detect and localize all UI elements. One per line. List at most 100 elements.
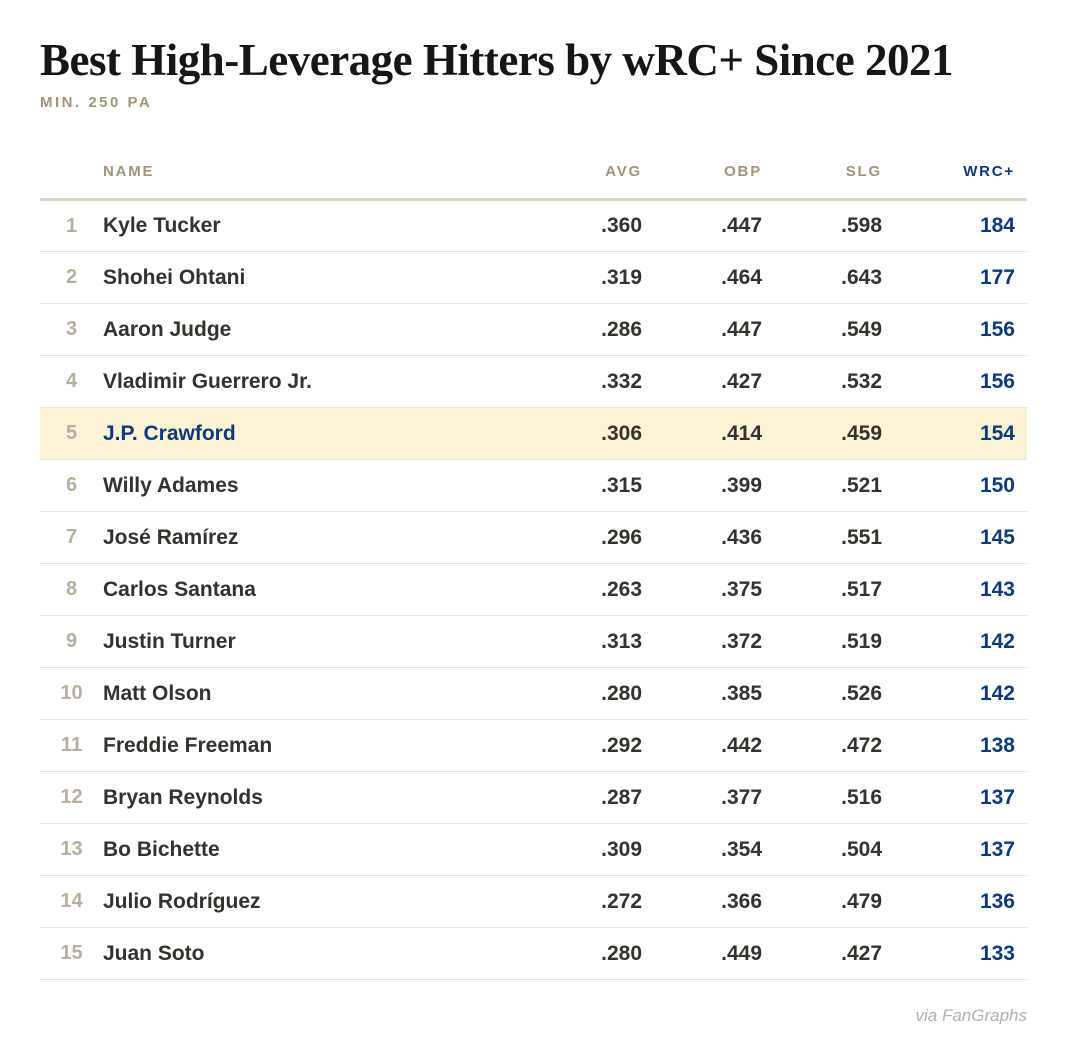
rank-cell: 15 bbox=[40, 927, 103, 981]
avg-cell: .280 bbox=[522, 667, 642, 721]
obp-cell: .385 bbox=[642, 667, 762, 721]
rank-cell: 1 bbox=[40, 199, 103, 253]
slg-cell: .643 bbox=[762, 251, 882, 305]
table-row: 8 Carlos Santana .263 .375 .517 143 bbox=[40, 563, 1027, 617]
player-name-cell: Willy Adames bbox=[103, 459, 522, 513]
slg-cell: .526 bbox=[762, 667, 882, 721]
wrc-cell: 156 bbox=[882, 355, 1027, 409]
player-name-cell: Matt Olson bbox=[103, 667, 522, 721]
slg-cell: .479 bbox=[762, 875, 882, 929]
table-row: 10 Matt Olson .280 .385 .526 142 bbox=[40, 667, 1027, 721]
wrc-cell: 150 bbox=[882, 459, 1027, 513]
rank-cell: 8 bbox=[40, 563, 103, 617]
player-name-cell: Juan Soto bbox=[103, 927, 522, 981]
stats-table: NAME AVG OBP SLG WRC+ 1 Kyle Tucker .360… bbox=[40, 144, 1027, 981]
column-header-slg: SLG bbox=[762, 144, 882, 202]
player-name-cell: Julio Rodríguez bbox=[103, 875, 522, 929]
obp-cell: .427 bbox=[642, 355, 762, 409]
rank-cell: 7 bbox=[40, 511, 103, 565]
avg-cell: .313 bbox=[522, 615, 642, 669]
table-row: 7 José Ramírez .296 .436 .551 145 bbox=[40, 511, 1027, 565]
slg-cell: .459 bbox=[762, 407, 882, 461]
player-name-cell: Freddie Freeman bbox=[103, 719, 522, 773]
slg-cell: .521 bbox=[762, 459, 882, 513]
rank-cell: 3 bbox=[40, 303, 103, 357]
slg-cell: .551 bbox=[762, 511, 882, 565]
obp-cell: .399 bbox=[642, 459, 762, 513]
avg-cell: .263 bbox=[522, 563, 642, 617]
avg-cell: .306 bbox=[522, 407, 642, 461]
slg-cell: .472 bbox=[762, 719, 882, 773]
content-container: Best High-Leverage Hitters by wRC+ Since… bbox=[40, 35, 1028, 1026]
wrc-cell: 184 bbox=[882, 199, 1027, 253]
wrc-cell: 177 bbox=[882, 251, 1027, 305]
avg-cell: .286 bbox=[522, 303, 642, 357]
rank-cell: 6 bbox=[40, 459, 103, 513]
rank-cell: 2 bbox=[40, 251, 103, 305]
slg-cell: .598 bbox=[762, 199, 882, 253]
rank-cell: 14 bbox=[40, 875, 103, 929]
avg-cell: .272 bbox=[522, 875, 642, 929]
player-name-cell: José Ramírez bbox=[103, 511, 522, 565]
rank-cell: 9 bbox=[40, 615, 103, 669]
table-row: 1 Kyle Tucker .360 .447 .598 184 bbox=[40, 199, 1027, 253]
wrc-cell: 143 bbox=[882, 563, 1027, 617]
table-body: 1 Kyle Tucker .360 .447 .598 184 2 Shohe… bbox=[40, 199, 1027, 981]
slg-cell: .549 bbox=[762, 303, 882, 357]
source-attribution: via FanGraphs bbox=[915, 1006, 1028, 1026]
slg-cell: .519 bbox=[762, 615, 882, 669]
table-row: 9 Justin Turner .313 .372 .519 142 bbox=[40, 615, 1027, 669]
player-name-cell: Aaron Judge bbox=[103, 303, 522, 357]
rank-cell: 4 bbox=[40, 355, 103, 409]
avg-cell: .287 bbox=[522, 771, 642, 825]
player-name-cell: Bo Bichette bbox=[103, 823, 522, 877]
column-header-wrc: WRC+ bbox=[882, 144, 1027, 202]
slg-cell: .532 bbox=[762, 355, 882, 409]
column-header-name: NAME bbox=[103, 144, 522, 202]
table-header-row: NAME AVG OBP SLG WRC+ bbox=[40, 144, 1027, 202]
wrc-cell: 137 bbox=[882, 771, 1027, 825]
obp-cell: .354 bbox=[642, 823, 762, 877]
slg-cell: .517 bbox=[762, 563, 882, 617]
wrc-cell: 133 bbox=[882, 927, 1027, 981]
table-row: 2 Shohei Ohtani .319 .464 .643 177 bbox=[40, 251, 1027, 305]
wrc-cell: 138 bbox=[882, 719, 1027, 773]
obp-cell: .447 bbox=[642, 199, 762, 253]
obp-cell: .372 bbox=[642, 615, 762, 669]
column-header-obp: OBP bbox=[642, 144, 762, 202]
rank-cell: 10 bbox=[40, 667, 103, 721]
rank-cell: 13 bbox=[40, 823, 103, 877]
obp-cell: .436 bbox=[642, 511, 762, 565]
table-row: 3 Aaron Judge .286 .447 .549 156 bbox=[40, 303, 1027, 357]
obp-cell: .377 bbox=[642, 771, 762, 825]
obp-cell: .449 bbox=[642, 927, 762, 981]
table-header: NAME AVG OBP SLG WRC+ bbox=[40, 144, 1027, 202]
rank-cell: 5 bbox=[40, 407, 103, 461]
slg-cell: .427 bbox=[762, 927, 882, 981]
avg-cell: .309 bbox=[522, 823, 642, 877]
player-name-cell: Carlos Santana bbox=[103, 563, 522, 617]
page-subtitle: MIN. 250 PA bbox=[40, 93, 153, 111]
avg-cell: .332 bbox=[522, 355, 642, 409]
page-title: Best High-Leverage Hitters by wRC+ Since… bbox=[40, 35, 954, 85]
column-header-avg: AVG bbox=[522, 144, 642, 202]
table-row: 11 Freddie Freeman .292 .442 .472 138 bbox=[40, 719, 1027, 773]
wrc-cell: 142 bbox=[882, 615, 1027, 669]
table-row-highlighted: 5 J.P. Crawford .306 .414 .459 154 bbox=[40, 407, 1027, 461]
player-name-cell: Vladimir Guerrero Jr. bbox=[103, 355, 522, 409]
obp-cell: .464 bbox=[642, 251, 762, 305]
column-header-rank bbox=[40, 144, 103, 202]
avg-cell: .319 bbox=[522, 251, 642, 305]
table-row: 4 Vladimir Guerrero Jr. .332 .427 .532 1… bbox=[40, 355, 1027, 409]
avg-cell: .360 bbox=[522, 199, 642, 253]
avg-cell: .280 bbox=[522, 927, 642, 981]
wrc-cell: 145 bbox=[882, 511, 1027, 565]
table-row: 15 Juan Soto .280 .449 .427 133 bbox=[40, 927, 1027, 981]
player-name-cell: Shohei Ohtani bbox=[103, 251, 522, 305]
rank-cell: 11 bbox=[40, 719, 103, 773]
player-name-cell: Bryan Reynolds bbox=[103, 771, 522, 825]
avg-cell: .296 bbox=[522, 511, 642, 565]
slg-cell: .504 bbox=[762, 823, 882, 877]
table-row: 14 Julio Rodríguez .272 .366 .479 136 bbox=[40, 875, 1027, 929]
